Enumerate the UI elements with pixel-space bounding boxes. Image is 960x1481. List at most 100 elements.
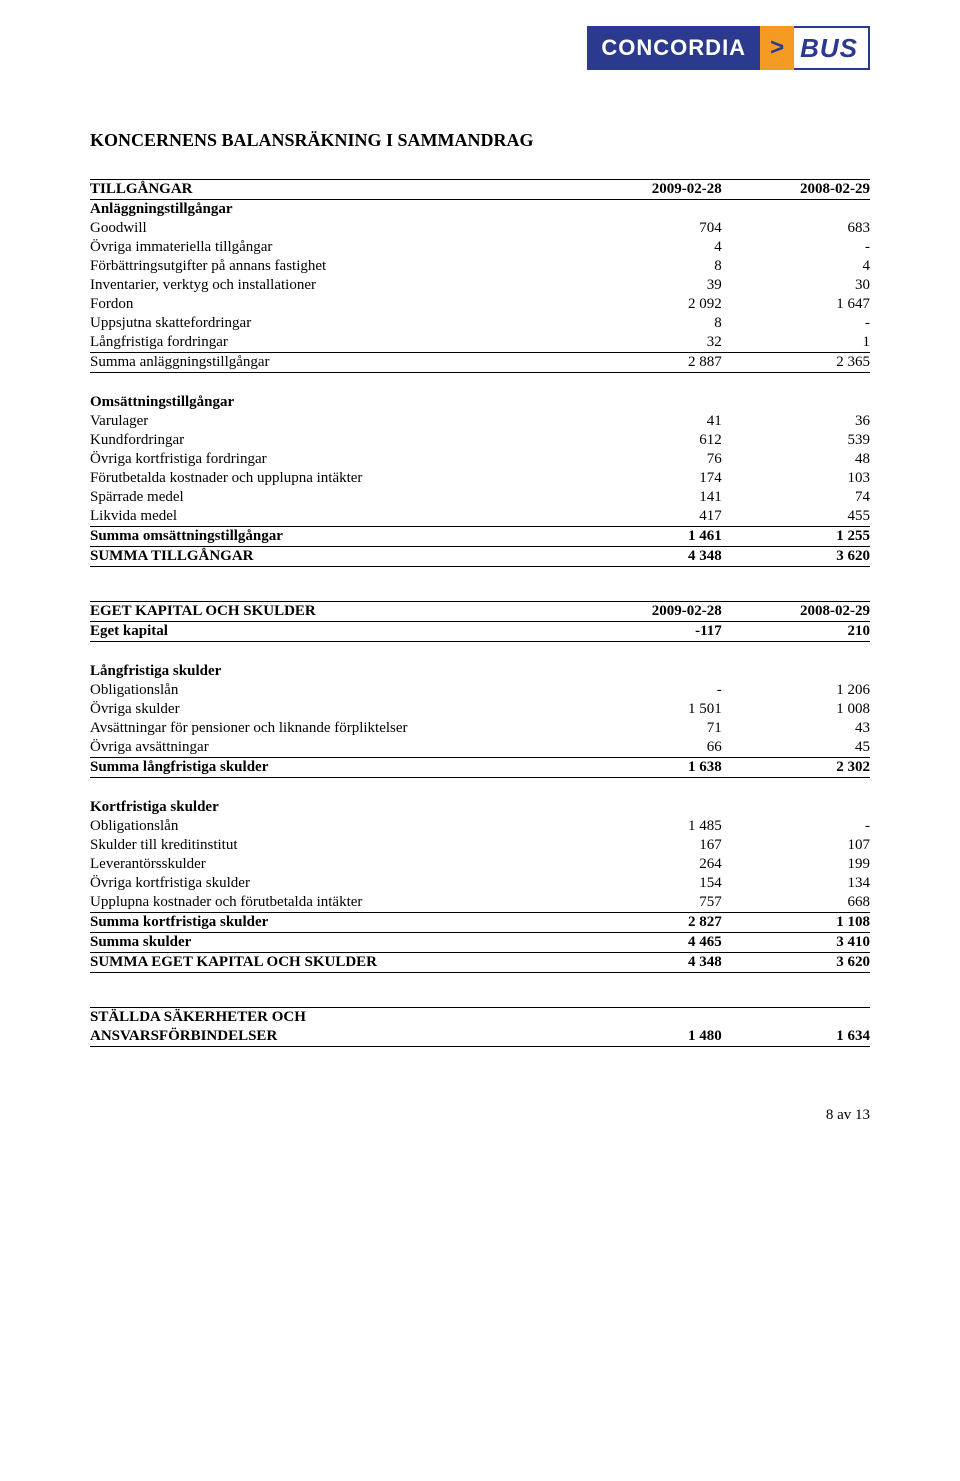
row-value-a: 4 [574,238,722,257]
row-value-a: 154 [574,874,722,893]
table-row: Förutbetalda kostnader och upplupna intä… [90,469,870,488]
row-value-a: 8 [574,257,722,276]
row-value-a: 174 [574,469,722,488]
table-row: Övriga avsättningar6645 [90,738,870,758]
row-value-b: 455 [722,507,870,527]
sum-liab-a: 4 465 [574,933,722,953]
row-value-a: 8 [574,314,722,333]
table-row: Avsättningar för pensioner och liknande … [90,719,870,738]
row-value-b: 30 [722,276,870,295]
row-value-a: 76 [574,450,722,469]
equity-b: 210 [722,622,870,642]
spacer [90,642,870,663]
table-row: Förbättringsutgifter på annans fastighet… [90,257,870,276]
pledged-line2: ANSVARSFÖRBINDELSER [90,1027,574,1047]
total-assets-label: SUMMA TILLGÅNGAR [90,547,574,567]
table-row: Likvida medel417455 [90,507,870,527]
row-label: Övriga kortfristiga fordringar [90,450,574,469]
total-assets-row: SUMMA TILLGÅNGAR 4 348 3 620 [90,547,870,567]
col-date-1b: 2009-02-28 [574,602,722,622]
sum-curr-label: Summa omsättningstillgångar [90,527,574,547]
row-value-b: 45 [722,738,870,758]
logo: CONCORDIA > BUS [587,26,870,70]
table-row: Övriga skulder1 5011 008 [90,700,870,719]
row-label: Likvida medel [90,507,574,527]
row-label: Långfristiga fordringar [90,333,574,353]
equity-a: -117 [574,622,722,642]
fixed-assets-header-row: Anläggningstillgångar [90,200,870,220]
row-value-a: 1 501 [574,700,722,719]
table-row: Inventarier, verktyg och installationer3… [90,276,870,295]
row-label: Fordon [90,295,574,314]
pledged-row-1: STÄLLDA SÄKERHETER OCH [90,1008,870,1028]
sum-lt-a: 1 638 [574,758,722,778]
total-eqliab-a: 4 348 [574,953,722,973]
row-value-b: 74 [722,488,870,507]
pledged-row-2: ANSVARSFÖRBINDELSER 1 480 1 634 [90,1027,870,1047]
table-row: Upplupna kostnader och förutbetalda intä… [90,893,870,913]
row-label: Inventarier, verktyg och installationer [90,276,574,295]
current-assets-header: Omsättningstillgångar [90,393,574,412]
table-row: Leverantörsskulder264199 [90,855,870,874]
sum-curr-a: 1 461 [574,527,722,547]
row-value-b: 107 [722,836,870,855]
row-value-a: - [574,681,722,700]
total-assets-a: 4 348 [574,547,722,567]
row-label: Övriga skulder [90,700,574,719]
sum-lt-label: Summa långfristiga skulder [90,758,574,778]
row-value-a: 41 [574,412,722,431]
row-value-b: - [722,238,870,257]
table-row: Skulder till kreditinstitut167107 [90,836,870,855]
row-label: Uppsjutna skattefordringar [90,314,574,333]
table-row: Obligationslån1 485- [90,817,870,836]
table-row: Obligationslån-1 206 [90,681,870,700]
row-label: Kundfordringar [90,431,574,450]
row-value-a: 32 [574,333,722,353]
total-eqliab-b: 3 620 [722,953,870,973]
row-label: Skulder till kreditinstitut [90,836,574,855]
row-label: Förbättringsutgifter på annans fastighet [90,257,574,276]
row-value-a: 66 [574,738,722,758]
table-row: Övriga immateriella tillgångar4- [90,238,870,257]
assets-header-row: TILLGÅNGAR 2009-02-28 2008-02-29 [90,180,870,200]
row-value-a: 704 [574,219,722,238]
row-value-b: 1 647 [722,295,870,314]
longterm-liab-header-row: Långfristiga skulder [90,662,870,681]
eqliab-header-row: EGET KAPITAL OCH SKULDER 2009-02-28 2008… [90,602,870,622]
shortterm-liab-header-row: Kortfristiga skulder [90,798,870,817]
row-label: Avsättningar för pensioner och liknande … [90,719,574,738]
assets-table: TILLGÅNGAR 2009-02-28 2008-02-29 Anläggn… [90,179,870,567]
page-number: 8 av 13 [90,1107,870,1124]
row-value-a: 264 [574,855,722,874]
row-value-b: 668 [722,893,870,913]
equity-label: Eget kapital [90,622,574,642]
row-value-a: 417 [574,507,722,527]
col-date-2b: 2008-02-29 [722,602,870,622]
table-row: Uppsjutna skattefordringar8- [90,314,870,333]
table-row: Övriga kortfristiga skulder154134 [90,874,870,893]
table-row: Fordon2 0921 647 [90,295,870,314]
table-row: Spärrade medel14174 [90,488,870,507]
total-assets-b: 3 620 [722,547,870,567]
row-value-a: 141 [574,488,722,507]
logo-chevron-icon: > [760,26,794,70]
pledged-table: STÄLLDA SÄKERHETER OCH ANSVARSFÖRBINDELS… [90,1007,870,1047]
sum-current-assets-row: Summa omsättningstillgångar 1 461 1 255 [90,527,870,547]
row-value-b: - [722,817,870,836]
total-eqliab-label: SUMMA EGET KAPITAL OCH SKULDER [90,953,574,973]
row-label: Upplupna kostnader och förutbetalda intä… [90,893,574,913]
assets-header: TILLGÅNGAR [90,180,574,200]
pledged-a: 1 480 [574,1027,722,1047]
row-value-a: 71 [574,719,722,738]
table-row: Varulager4136 [90,412,870,431]
row-value-a: 1 485 [574,817,722,836]
row-label: Förutbetalda kostnader och upplupna intä… [90,469,574,488]
table-row: Kundfordringar612539 [90,431,870,450]
longterm-liab-header: Långfristiga skulder [90,662,574,681]
row-value-a: 39 [574,276,722,295]
sum-longterm-row: Summa långfristiga skulder 1 638 2 302 [90,758,870,778]
row-label: Obligationslån [90,817,574,836]
sum-liab-row: Summa skulder 4 465 3 410 [90,933,870,953]
row-label: Goodwill [90,219,574,238]
row-label: Övriga avsättningar [90,738,574,758]
